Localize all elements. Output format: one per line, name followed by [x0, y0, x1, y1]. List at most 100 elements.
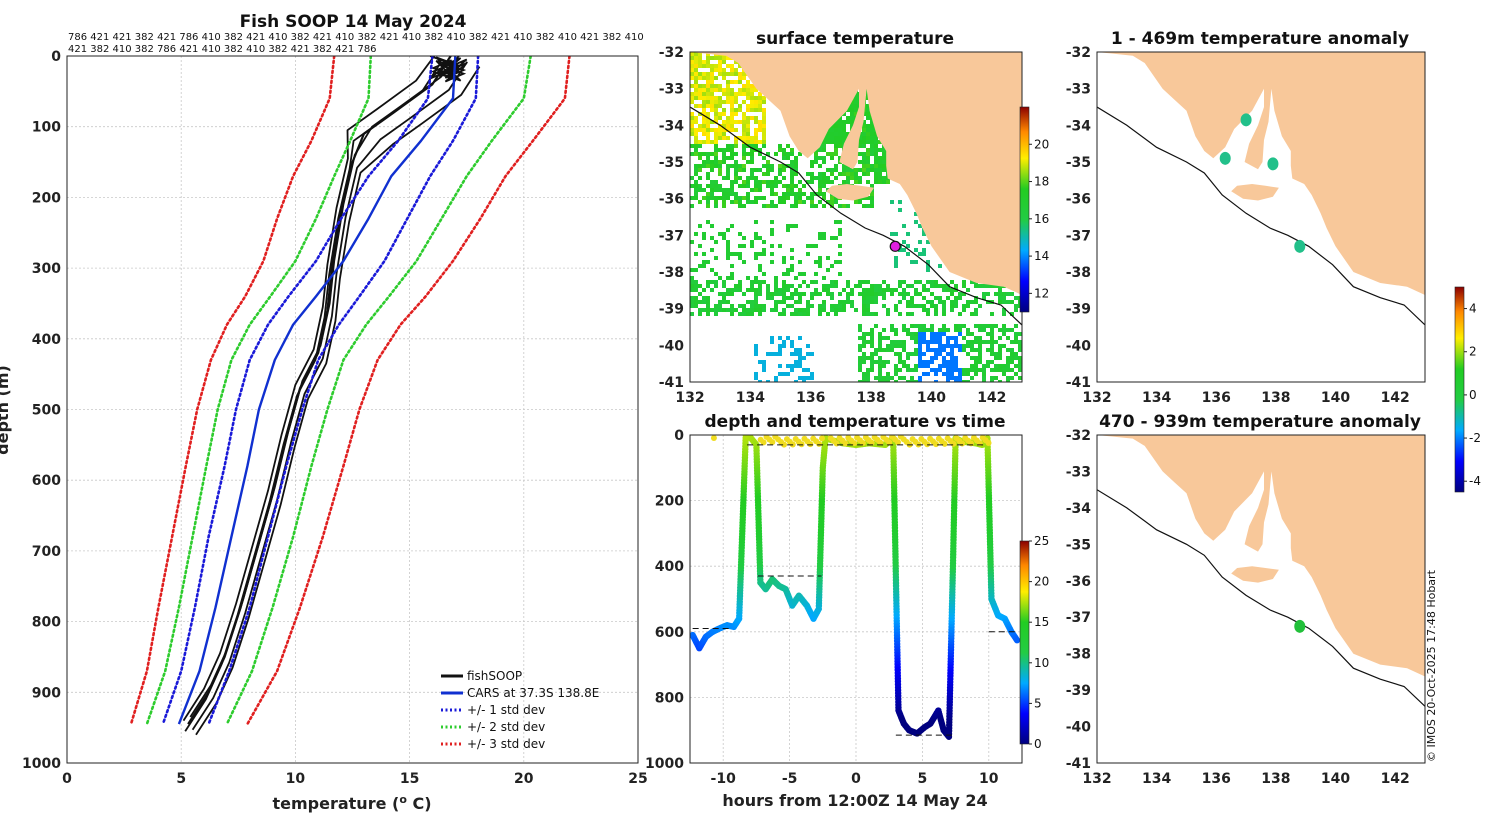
sst-cell: [710, 184, 714, 188]
sst-cbar-label: 14: [1034, 249, 1049, 263]
sst-cell: [874, 288, 878, 292]
sst-cell: [914, 332, 918, 336]
sst-cell: [974, 356, 978, 360]
sst-cell: [870, 340, 874, 344]
sst-cell: [714, 112, 718, 116]
m3-ytick: -33: [1066, 82, 1091, 98]
sst-cell: [750, 308, 754, 312]
sst-cell: [754, 120, 758, 124]
sst-cell: [702, 236, 706, 240]
sst-cell: [822, 160, 826, 164]
sst-cell: [710, 92, 714, 96]
sst-cell: [766, 288, 770, 292]
dt-surface-point: [769, 439, 776, 446]
sst-cell: [710, 128, 714, 132]
sst-cell: [766, 352, 770, 356]
sst-cell: [750, 92, 754, 96]
sst-cell: [746, 96, 750, 100]
sst-cell: [946, 372, 950, 376]
sst-cell: [834, 260, 838, 264]
sst-cell: [726, 168, 730, 172]
sst-cell: [970, 368, 974, 372]
sst-cell: [702, 128, 706, 132]
sst-cell: [878, 332, 882, 336]
sst-cell: [778, 292, 782, 296]
sst-cell: [694, 164, 698, 168]
sst-cell: [802, 292, 806, 296]
sst-cell: [834, 312, 838, 316]
sst-cell: [738, 252, 742, 256]
sst-cell: [706, 88, 710, 92]
sst-cell: [958, 348, 962, 352]
sst-cell: [934, 296, 938, 300]
temp-colorbar: [1019, 540, 1030, 745]
sst-cell: [778, 244, 782, 248]
sst-cell: [866, 196, 870, 200]
sst-cell: [914, 336, 918, 340]
sst-cell: [694, 88, 698, 92]
sst-cell: [726, 56, 730, 60]
sst-cell: [870, 328, 874, 332]
sst-cell: [886, 312, 890, 316]
sst-cell: [982, 296, 986, 300]
sst-cell: [978, 304, 982, 308]
sst-cell: [718, 148, 722, 152]
sst-cell: [702, 100, 706, 104]
sst-cell: [706, 112, 710, 116]
sst-cell: [746, 184, 750, 188]
sst-cell: [874, 164, 878, 168]
sst-cell: [770, 252, 774, 256]
sst-cell: [718, 116, 722, 120]
sst-cell: [726, 252, 730, 256]
sst-cell: [854, 176, 858, 180]
sst-cell: [742, 72, 746, 76]
m3-ytick: -32: [1066, 45, 1091, 61]
sst-cell: [926, 240, 930, 244]
sst-cell: [774, 288, 778, 292]
sst-cell: [870, 144, 874, 148]
sst-cell: [742, 92, 746, 96]
sst-cell: [914, 260, 918, 264]
sst-cell: [946, 284, 950, 288]
sst-cell: [950, 376, 954, 380]
sst-cell: [738, 104, 742, 108]
sst-cell: [794, 348, 798, 352]
sst-cell: [946, 288, 950, 292]
sst-cell: [902, 360, 906, 364]
sst-cell: [786, 272, 790, 276]
sst-cell: [998, 292, 1002, 296]
sst-cell: [714, 152, 718, 156]
sst-cell: [858, 180, 862, 184]
sst-cell: [974, 348, 978, 352]
sst-cell: [866, 156, 870, 160]
sst-cell: [882, 328, 886, 332]
sst-cell: [706, 184, 710, 188]
sst-cell: [714, 96, 718, 100]
sst-cell: [886, 372, 890, 376]
sst-cell: [878, 360, 882, 364]
sst-cell: [822, 204, 826, 208]
sst-cell: [930, 292, 934, 296]
sst-cell: [710, 268, 714, 272]
sst-cell: [710, 88, 714, 92]
sst-cell: [954, 364, 958, 368]
sst-cell: [694, 84, 698, 88]
sst-cell: [886, 288, 890, 292]
sst-cell: [794, 360, 798, 364]
sst-cell: [938, 336, 942, 340]
sst-cell: [926, 360, 930, 364]
sst-cell: [734, 152, 738, 156]
sst-cell: [882, 156, 886, 160]
sst-cell: [794, 204, 798, 208]
dt-cbar-label: 15: [1034, 615, 1049, 629]
sst-cell: [730, 304, 734, 308]
sst-cell: [982, 368, 986, 372]
sst-cell: [842, 124, 846, 128]
sst-cell: [754, 288, 758, 292]
sst-cell: [878, 156, 882, 160]
sst-cell: [770, 168, 774, 172]
sst-cell: [978, 352, 982, 356]
sst-cell: [718, 304, 722, 308]
sst-cell: [734, 176, 738, 180]
sst-cell: [1006, 336, 1010, 340]
